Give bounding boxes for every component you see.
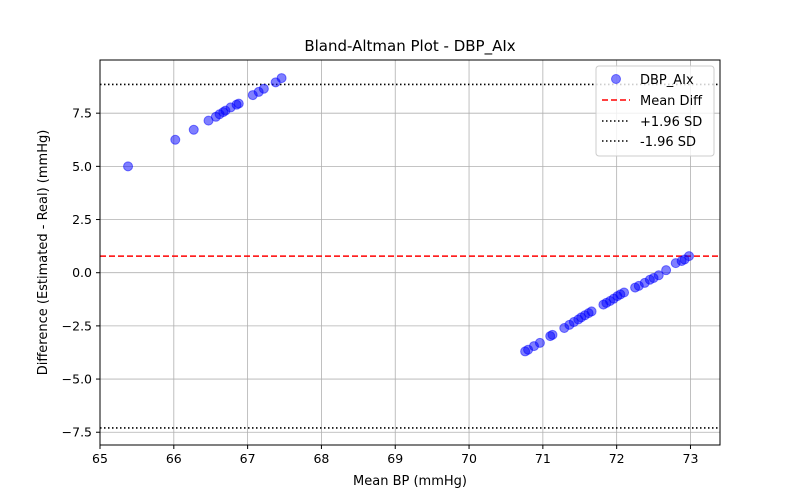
x-tick-label: 72 <box>609 451 625 466</box>
x-axis-label: Mean BP (mmHg) <box>353 474 467 489</box>
x-tick-label: 65 <box>92 451 108 466</box>
y-tick-label: 5.0 <box>72 159 92 174</box>
y-tick-label: −7.5 <box>62 425 92 440</box>
chart-title: Bland-Altman Plot - DBP_AIx <box>304 37 515 56</box>
x-tick-label: 68 <box>313 451 329 466</box>
data-point <box>547 329 558 340</box>
y-tick-label: −5.0 <box>62 372 92 387</box>
x-tick-label: 73 <box>683 451 699 466</box>
ticks-layer: 65 66 67 68 69 70 71 72 73 −7.5 −5.0 −2.5 0.0 2.5 5.0 7… <box>62 106 699 466</box>
x-tick-label: 67 <box>240 451 256 466</box>
data-point <box>534 337 545 348</box>
data-point <box>188 124 199 135</box>
data-point <box>233 98 244 109</box>
x-tick-label: 69 <box>387 451 403 466</box>
data-point <box>684 251 694 262</box>
y-tick-label: −2.5 <box>62 318 92 333</box>
data-point <box>653 270 664 281</box>
y-tick-label: 7.5 <box>72 106 92 121</box>
legend-marker-points <box>611 74 621 84</box>
data-point <box>586 306 597 317</box>
data-point <box>276 73 287 84</box>
data-point <box>258 83 269 94</box>
legend-label-lower: -1.96 SD <box>640 135 696 150</box>
legend: DBP_AIx Mean Diff +1.96 SD -1.96 SD <box>595 65 715 157</box>
x-tick-label: 66 <box>166 451 182 466</box>
data-point <box>123 161 134 172</box>
data-point <box>661 265 672 276</box>
legend-label-upper: +1.96 SD <box>640 115 702 130</box>
legend-label-points: DBP_AIx <box>640 73 694 88</box>
legend-label-mean: Mean Diff <box>640 94 703 109</box>
x-tick-label: 70 <box>461 451 477 466</box>
data-point <box>170 134 181 145</box>
axes-frame <box>99 59 721 446</box>
y-tick-label: 2.5 <box>72 212 92 227</box>
y-tick-label: 0.0 <box>72 265 92 280</box>
points-layer <box>123 73 694 357</box>
y-axis-label: Difference (Estimated - Real) (mmHg) <box>36 130 51 376</box>
data-point <box>619 287 630 298</box>
x-tick-label: 71 <box>535 451 551 466</box>
legend-frame <box>595 65 715 157</box>
